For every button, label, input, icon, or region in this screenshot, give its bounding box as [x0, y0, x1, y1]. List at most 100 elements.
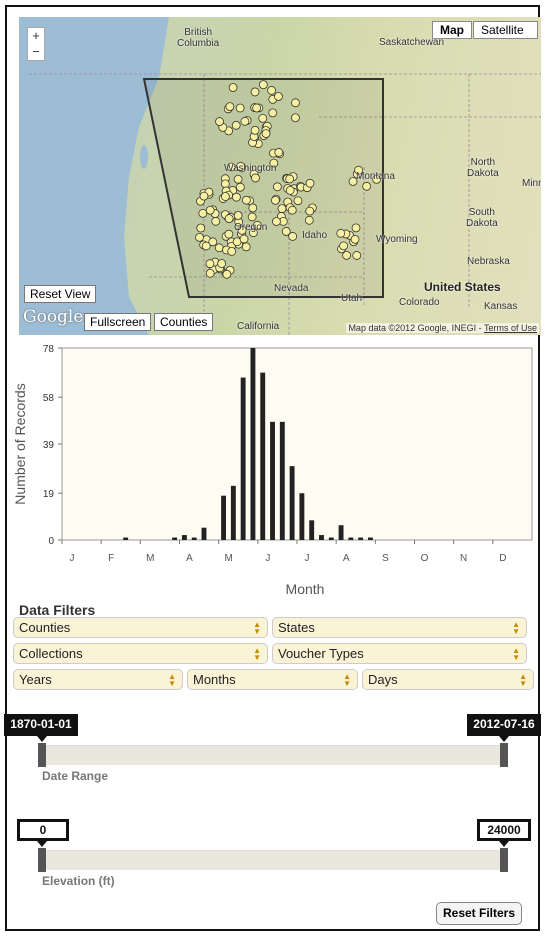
specimen-marker[interactable]: [288, 232, 298, 241]
specimen-marker[interactable]: [293, 196, 303, 206]
specimen-marker[interactable]: [208, 237, 218, 247]
specimen-marker[interactable]: [252, 220, 262, 230]
specimen-marker[interactable]: [305, 206, 315, 216]
zoom-in-button[interactable]: +: [32, 28, 40, 43]
specimen-marker[interactable]: [350, 234, 360, 244]
specimen-marker[interactable]: [217, 259, 227, 268]
specimen-marker[interactable]: [224, 229, 234, 239]
histogram-bar: [358, 537, 364, 540]
specimen-marker[interactable]: [258, 113, 268, 123]
map-canvas[interactable]: [19, 17, 541, 335]
specimen-marker[interactable]: [268, 108, 278, 118]
specimen-marker[interactable]: [274, 148, 284, 157]
date-range-track[interactable]: [42, 745, 505, 765]
specimen-marker[interactable]: [250, 125, 260, 135]
specimen-marker[interactable]: [196, 223, 206, 233]
specimen-marker[interactable]: [339, 241, 348, 251]
specimen-marker[interactable]: [226, 162, 236, 172]
specimen-marker[interactable]: [342, 250, 352, 260]
specimen-marker[interactable]: [239, 234, 249, 244]
specimen-marker[interactable]: [232, 192, 241, 202]
map-view[interactable]: + − Map Satellite British Columbia Saska…: [19, 17, 541, 335]
specimen-marker[interactable]: [248, 228, 258, 238]
specimen-marker[interactable]: [211, 216, 221, 226]
specimen-marker[interactable]: [195, 232, 204, 242]
collections-select[interactable]: Collections ▲ ▼: [13, 643, 268, 664]
specimen-marker[interactable]: [250, 87, 260, 97]
specimen-marker[interactable]: [251, 173, 260, 183]
zoom-out-button[interactable]: −: [32, 44, 40, 59]
counties-select[interactable]: Counties ▲ ▼: [13, 617, 268, 638]
years-select[interactable]: Years ▲ ▼: [13, 669, 183, 690]
specimen-marker[interactable]: [271, 195, 280, 205]
states-select[interactable]: States ▲ ▼: [272, 617, 527, 638]
specimen-marker[interactable]: [199, 191, 209, 201]
counties-button[interactable]: Counties: [154, 313, 214, 331]
elevation-track[interactable]: [42, 850, 505, 870]
specimen-marker[interactable]: [291, 113, 300, 123]
specimen-marker[interactable]: [237, 225, 247, 235]
specimen-marker[interactable]: [261, 129, 271, 138]
specimen-marker[interactable]: [227, 246, 237, 256]
specimen-marker[interactable]: [305, 178, 315, 188]
specimen-marker[interactable]: [351, 223, 361, 233]
specimen-marker[interactable]: [240, 116, 250, 126]
elevation-max-handle[interactable]: [500, 848, 508, 872]
specimen-marker[interactable]: [205, 205, 215, 215]
days-select[interactable]: Days ▲ ▼: [362, 669, 534, 690]
specimen-marker[interactable]: [273, 182, 282, 192]
specimen-marker[interactable]: [354, 165, 364, 175]
specimen-marker[interactable]: [233, 174, 243, 184]
specimen-marker[interactable]: [372, 174, 382, 184]
specimen-marker[interactable]: [285, 185, 295, 195]
specimen-marker[interactable]: [277, 204, 287, 214]
specimen-marker[interactable]: [247, 212, 257, 222]
specimen-marker[interactable]: [291, 98, 300, 108]
specimen-marker[interactable]: [235, 103, 245, 113]
specimen-marker[interactable]: [205, 259, 215, 269]
zoom-control[interactable]: + −: [27, 27, 45, 61]
specimen-marker[interactable]: [348, 177, 358, 186]
specimen-marker[interactable]: [225, 102, 235, 112]
elevation-min-handle[interactable]: [38, 848, 46, 872]
specimen-marker[interactable]: [267, 86, 276, 95]
specimen-marker[interactable]: [198, 208, 208, 218]
specimen-marker[interactable]: [281, 227, 291, 236]
specimen-marker[interactable]: [235, 182, 245, 192]
voucher-types-select[interactable]: Voucher Types ▲ ▼: [272, 643, 527, 664]
specimen-marker[interactable]: [241, 242, 251, 252]
specimen-marker[interactable]: [221, 192, 230, 201]
specimen-marker[interactable]: [287, 205, 297, 215]
specimen-marker[interactable]: [222, 269, 232, 279]
map-type-satellite-button[interactable]: Satellite: [473, 21, 538, 39]
specimen-marker[interactable]: [362, 181, 372, 191]
specimen-marker[interactable]: [236, 161, 246, 171]
specimen-marker[interactable]: [215, 117, 224, 126]
specimen-marker[interactable]: [224, 214, 234, 224]
specimen-marker[interactable]: [231, 120, 241, 130]
date-max-handle[interactable]: [500, 743, 508, 767]
terms-of-use-link[interactable]: Terms of Use: [483, 323, 537, 333]
specimen-marker[interactable]: [205, 268, 215, 278]
map-type-map-button[interactable]: Map: [432, 21, 472, 39]
specimen-marker[interactable]: [336, 228, 346, 238]
specimen-marker[interactable]: [248, 203, 258, 213]
specimen-marker[interactable]: [233, 211, 243, 220]
specimen-marker[interactable]: [214, 243, 224, 253]
specimen-marker[interactable]: [274, 92, 283, 101]
specimen-marker[interactable]: [304, 215, 314, 225]
specimen-marker[interactable]: [352, 251, 362, 260]
specimen-marker[interactable]: [272, 217, 281, 226]
date-min-handle[interactable]: [38, 743, 46, 767]
specimen-marker[interactable]: [242, 195, 251, 205]
reset-view-button[interactable]: Reset View: [24, 285, 97, 303]
months-select[interactable]: Months ▲ ▼: [187, 669, 358, 690]
specimen-marker[interactable]: [201, 241, 211, 251]
specimen-marker[interactable]: [285, 174, 295, 184]
specimen-marker[interactable]: [228, 83, 238, 92]
specimen-marker[interactable]: [269, 158, 279, 168]
specimen-marker[interactable]: [258, 80, 268, 90]
specimen-marker[interactable]: [252, 103, 262, 113]
fullscreen-button[interactable]: Fullscreen: [84, 313, 152, 331]
reset-filters-button[interactable]: Reset Filters: [436, 902, 522, 925]
